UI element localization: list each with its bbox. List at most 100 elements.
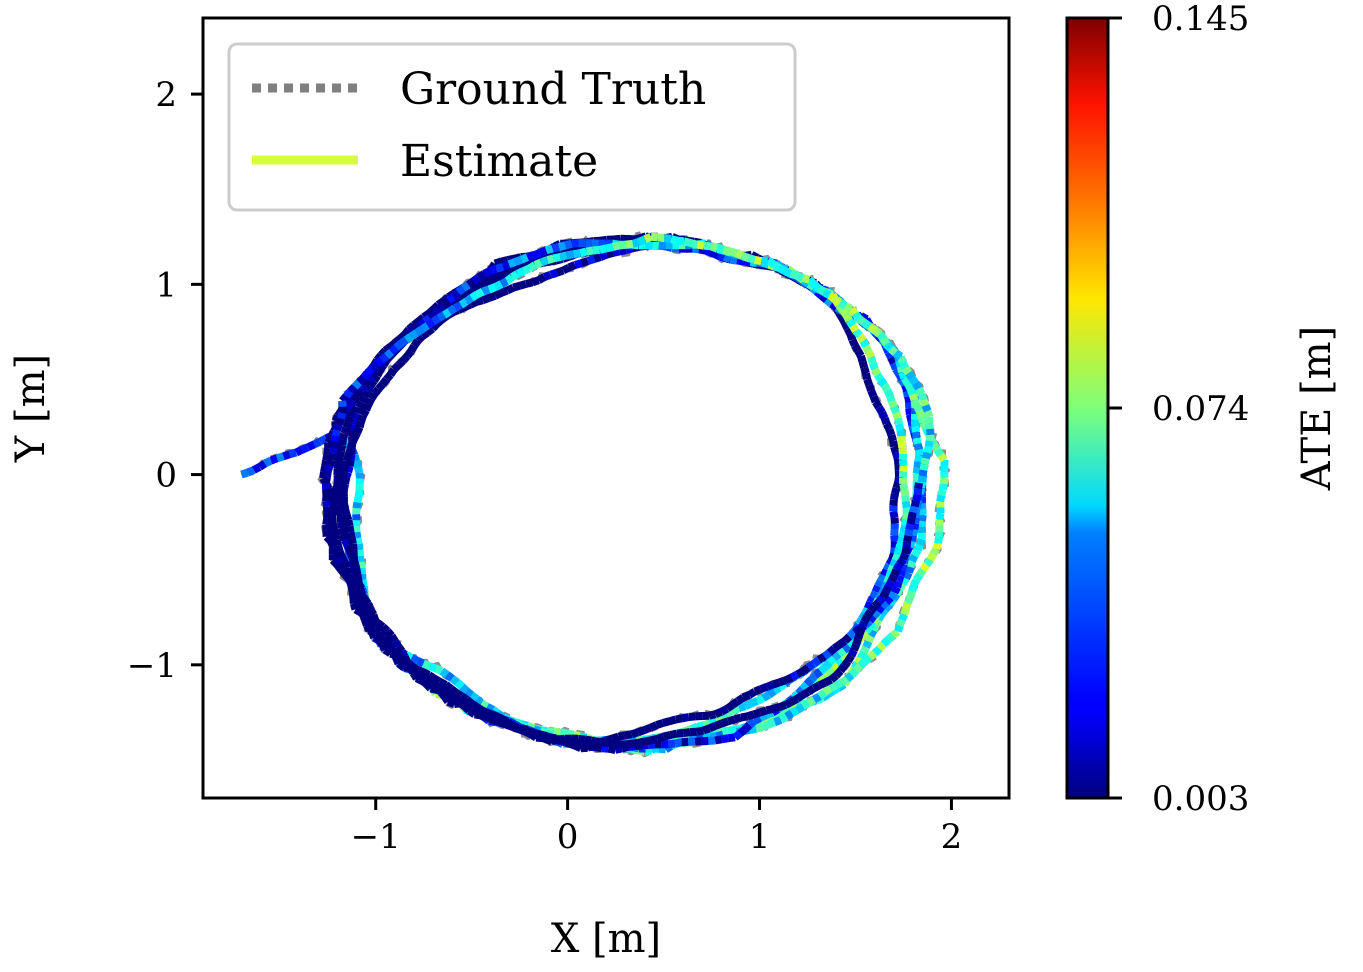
estimate-segment <box>897 536 907 545</box>
estimate-segment <box>689 239 698 249</box>
estimate-segment <box>329 441 339 449</box>
estimate-segment <box>333 422 343 432</box>
estimate-segment <box>846 629 857 640</box>
estimate-segment <box>767 718 777 729</box>
estimate-segment <box>414 325 425 337</box>
estimate-segment <box>752 708 762 719</box>
estimate-segment <box>519 260 530 271</box>
estimate-segment <box>507 266 517 277</box>
x-tick-label: 1 <box>749 817 771 857</box>
estimate-segment <box>862 654 873 665</box>
estimate-segment <box>749 697 759 708</box>
estimate-segment <box>515 267 526 278</box>
estimate-segment <box>338 406 347 414</box>
estimate-segment <box>551 243 560 253</box>
estimate-segment <box>890 585 901 595</box>
estimate-segment <box>842 313 853 323</box>
estimate-segment <box>339 465 349 474</box>
estimate-segment <box>275 452 285 463</box>
estimate-segment <box>630 728 640 739</box>
x-axis-label: X [m] <box>551 916 661 962</box>
estimate-segment <box>611 241 621 251</box>
estimate-segment <box>580 257 590 267</box>
estimate-segment <box>841 321 852 331</box>
estimate-segment <box>908 553 919 563</box>
estimate-segment <box>895 618 906 628</box>
estimate-segment <box>747 688 757 699</box>
estimate-segment <box>453 689 464 700</box>
estimate-segment <box>436 311 446 322</box>
estimate-segment <box>856 315 867 326</box>
estimate-segment <box>501 268 511 279</box>
estimate-segment <box>725 707 735 718</box>
estimate-segment <box>607 744 617 754</box>
estimate-segment <box>323 464 334 473</box>
estimate-segment <box>525 727 535 738</box>
estimate-segment <box>799 681 810 692</box>
estimate-segment <box>425 325 435 336</box>
estimate-segment <box>353 406 363 415</box>
estimate-segment <box>559 251 568 261</box>
estimate-segment <box>903 535 913 543</box>
estimate-segment <box>759 683 769 693</box>
estimate-segment <box>676 236 685 246</box>
estimate-segment <box>531 730 541 741</box>
estimate-segment <box>499 286 509 297</box>
estimate-segment <box>778 676 788 687</box>
estimate-segment <box>709 732 717 741</box>
estimate-segment <box>382 646 393 657</box>
estimate-segment <box>789 269 798 280</box>
estimate-segment <box>820 669 831 680</box>
estimate-segment <box>872 326 883 337</box>
estimate-segment <box>912 572 923 583</box>
estimate-segment <box>573 741 583 752</box>
estimate-segment <box>838 315 849 325</box>
estimate-segment <box>342 572 353 582</box>
estimate-segment <box>889 499 898 507</box>
estimate-segment <box>519 725 529 736</box>
estimate-segment <box>917 475 927 483</box>
estimate-segment <box>747 717 758 728</box>
estimate-segment <box>592 253 602 263</box>
estimate-segment <box>885 578 896 589</box>
estimate-segment <box>331 485 341 494</box>
estimate-segment <box>605 249 615 259</box>
estimate-segment <box>883 341 894 352</box>
estimate-segment <box>842 633 853 644</box>
estimate-segment <box>877 573 888 583</box>
estimate-segment <box>771 703 781 713</box>
estimate-segment <box>571 239 579 248</box>
y-tick-label: 2 <box>155 75 177 115</box>
estimate-segment <box>524 257 535 268</box>
estimate-segment <box>887 590 898 601</box>
estimate-segment <box>887 573 898 583</box>
estimate-segment <box>800 699 811 710</box>
estimate-segment <box>387 367 398 377</box>
estimate-segment <box>610 732 620 743</box>
estimate-segment <box>637 737 646 747</box>
colorbar: 0.003 0.074 0.145 ATE [m] <box>1065 0 1340 819</box>
estimate-segment <box>339 432 349 441</box>
estimate-segment <box>812 668 823 679</box>
estimate-segment <box>363 383 374 394</box>
estimate-segment <box>610 739 619 749</box>
estimate-segment <box>909 578 920 588</box>
estimate-segment <box>728 727 737 737</box>
estimate-segment <box>812 692 822 703</box>
estimate-segment <box>429 679 441 690</box>
estimate-segment <box>783 698 794 709</box>
estimate-segment <box>356 375 367 386</box>
estimate-segment <box>367 627 378 638</box>
estimate-segment <box>322 518 332 526</box>
estimate-segment <box>362 403 373 412</box>
estimate-segment <box>896 429 905 437</box>
estimate-segment <box>387 339 398 350</box>
estimate-segment <box>341 507 351 516</box>
estimate-segment <box>612 247 621 257</box>
y-axis-label: Y [m] <box>8 354 54 463</box>
estimate-segment <box>898 360 909 370</box>
estimate-segment <box>909 528 919 537</box>
estimate-segment <box>661 717 671 727</box>
estimate-segment <box>360 370 371 381</box>
